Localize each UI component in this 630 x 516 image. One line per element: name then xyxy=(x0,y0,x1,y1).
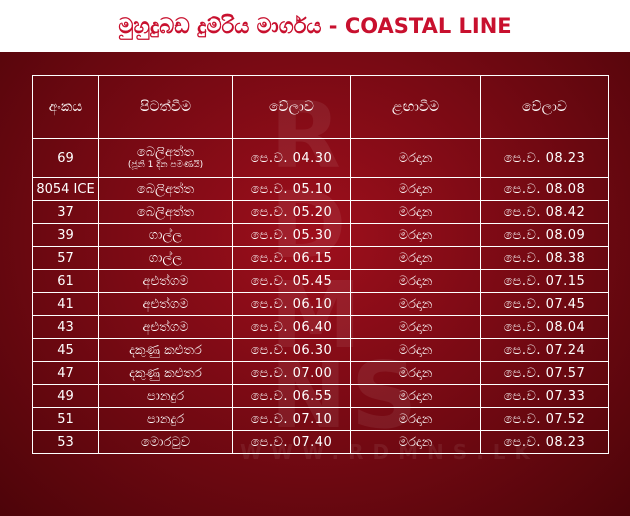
departure-time: පෙ.ව. 04.30 xyxy=(232,138,351,178)
departure-time: පෙ.ව. 06.55 xyxy=(232,384,351,408)
table-row: 61 අළුත්ගම පෙ.ව. 05.45 මරදාන පෙ.ව. 07.15 xyxy=(32,269,609,293)
train-number: 37 xyxy=(32,200,99,224)
arrival-station: මරදාන xyxy=(350,292,481,316)
arrival-station: මරදාන xyxy=(350,269,481,293)
arrival-station: මරදාන xyxy=(350,138,481,178)
departure-station: බෙලිඅත්ත xyxy=(98,200,233,224)
arrival-station: මරදාන xyxy=(350,223,481,247)
departure-time: පෙ.ව. 06.15 xyxy=(232,246,351,270)
col-header-arrival: ළඟාවීම xyxy=(350,75,481,139)
table-row: 51 පානදුර පෙ.ව. 07.10 මරදාන පෙ.ව. 07.52 xyxy=(32,407,609,431)
departure-station: ගාල්ල xyxy=(98,223,233,247)
departure-station-name: බෙලිඅත්ත xyxy=(136,145,195,160)
departure-station: දකුණු කළුතර xyxy=(98,361,233,385)
table-row: 43 අළුත්ගම පෙ.ව. 06.40 මරදාන පෙ.ව. 08.04 xyxy=(32,315,609,339)
train-number: 61 xyxy=(32,269,99,293)
departure-time: පෙ.ව. 05.45 xyxy=(232,269,351,293)
train-number: 43 xyxy=(32,315,99,339)
table-row: 49 පානදුර පෙ.ව. 06.55 මරදාන පෙ.ව. 07.33 xyxy=(32,384,609,408)
arrival-station: මරදාන xyxy=(350,315,481,339)
train-number: 47 xyxy=(32,361,99,385)
train-number: 49 xyxy=(32,384,99,408)
arrival-time: පෙ.ව. 07.52 xyxy=(480,407,609,431)
departure-time: පෙ.ව. 05.10 xyxy=(232,177,351,201)
train-number: 41 xyxy=(32,292,99,316)
train-number: 57 xyxy=(32,246,99,270)
arrival-time: පෙ.ව. 08.04 xyxy=(480,315,609,339)
arrival-time: පෙ.ව. 07.45 xyxy=(480,292,609,316)
arrival-station: මරදාන xyxy=(350,361,481,385)
departure-time: පෙ.ව. 05.20 xyxy=(232,200,351,224)
arrival-station: මරදාන xyxy=(350,407,481,431)
departure-station: බෙලිඅත්ත xyxy=(98,177,233,201)
departure-station: දකුණු කළුතර xyxy=(98,338,233,362)
departure-time: පෙ.ව. 07.40 xyxy=(232,430,351,454)
departure-station: අළුත්ගම xyxy=(98,315,233,339)
col-header-time: වේලාව xyxy=(232,75,351,139)
departure-station: ගාල්ල xyxy=(98,246,233,270)
header-row: අංකය පිටත්වීම වේලාව ළඟාවීම වේලාව xyxy=(32,75,609,139)
arrival-time: පෙ.ව. 08.23 xyxy=(480,138,609,178)
col-header-departure: පිටත්වීම xyxy=(98,75,233,139)
departure-station: අළුත්ගම xyxy=(98,269,233,293)
arrival-station: මරදාන xyxy=(350,200,481,224)
departure-time: පෙ.ව. 06.30 xyxy=(232,338,351,362)
train-number: 45 xyxy=(32,338,99,362)
departure-note: (ජූනි 1 දින පමණයි) xyxy=(127,160,204,170)
departure-time: පෙ.ව. 05.30 xyxy=(232,223,351,247)
departure-station: පානදුර xyxy=(98,384,233,408)
table-row: 69 බෙලිඅත්ත (ජූනි 1 දින පමණයි) පෙ.ව. 04.… xyxy=(32,138,609,178)
table-row: 47 දකුණු කළුතර පෙ.ව. 07.00 මරදාන පෙ.ව. 0… xyxy=(32,361,609,385)
arrival-time: පෙ.ව. 08.23 xyxy=(480,430,609,454)
table-row: 37 බෙලිඅත්ත පෙ.ව. 05.20 මරදාන පෙ.ව. 08.4… xyxy=(32,200,609,224)
table-row: 8054 ICE බෙලිඅත්ත පෙ.ව. 05.10 මරදාන පෙ.ව… xyxy=(32,177,609,201)
train-number: 8054 ICE xyxy=(32,177,99,201)
col-header-time: වේලාව xyxy=(480,75,609,139)
table-row: 39 ගාල්ල පෙ.ව. 05.30 මරදාන පෙ.ව. 08.09 xyxy=(32,223,609,247)
arrival-station: මරදාන xyxy=(350,246,481,270)
table-row: 53 මොරටුව පෙ.ව. 07.40 මරදාන පෙ.ව. 08.23 xyxy=(32,430,609,454)
timetable: අංකය පිටත්වීම වේලාව ළඟාවීම වේලාව 69 බෙලි… xyxy=(32,75,609,454)
timetable-panel: R D M NS WWW.RDMNS.LK අංකය පිටත්වීම වේලා… xyxy=(0,52,630,516)
table-row: 57 ගාල්ල පෙ.ව. 06.15 මරදාන පෙ.ව. 08.38 xyxy=(32,246,609,270)
arrival-time: පෙ.ව. 07.33 xyxy=(480,384,609,408)
arrival-time: පෙ.ව. 07.57 xyxy=(480,361,609,385)
arrival-time: පෙ.ව. 08.08 xyxy=(480,177,609,201)
departure-station: පානදුර xyxy=(98,407,233,431)
table-row: 41 අළුත්ගම පෙ.ව. 06.10 මරදාන පෙ.ව. 07.45 xyxy=(32,292,609,316)
arrival-time: පෙ.ව. 08.42 xyxy=(480,200,609,224)
departure-time: පෙ.ව. 06.10 xyxy=(232,292,351,316)
departure-time: පෙ.ව. 06.40 xyxy=(232,315,351,339)
table-row: 45 දකුණු කළුතර පෙ.ව. 06.30 මරදාන පෙ.ව. 0… xyxy=(32,338,609,362)
arrival-station: මරදාන xyxy=(350,338,481,362)
arrival-station: මරදාන xyxy=(350,384,481,408)
departure-time: පෙ.ව. 07.00 xyxy=(232,361,351,385)
arrival-time: පෙ.ව. 08.38 xyxy=(480,246,609,270)
arrival-time: පෙ.ව. 07.24 xyxy=(480,338,609,362)
train-number: 69 xyxy=(32,138,99,178)
arrival-time: පෙ.ව. 08.09 xyxy=(480,223,609,247)
departure-station: බෙලිඅත්ත (ජූනි 1 දින පමණයි) xyxy=(98,138,233,178)
train-number: 51 xyxy=(32,407,99,431)
arrival-station: මරදාන xyxy=(350,177,481,201)
departure-time: පෙ.ව. 07.10 xyxy=(232,407,351,431)
col-header-number: අංකය xyxy=(32,75,99,139)
arrival-time: පෙ.ව. 07.15 xyxy=(480,269,609,293)
page-title: මුහුදුබඩ දුම්රිය මාර්ගය - COASTAL LINE xyxy=(118,13,512,38)
header: මුහුදුබඩ දුම්රිය මාර්ගය - COASTAL LINE xyxy=(0,0,630,52)
train-number: 53 xyxy=(32,430,99,454)
departure-station: අළුත්ගම xyxy=(98,292,233,316)
departure-station: මොරටුව xyxy=(98,430,233,454)
arrival-station: මරදාන xyxy=(350,430,481,454)
train-number: 39 xyxy=(32,223,99,247)
